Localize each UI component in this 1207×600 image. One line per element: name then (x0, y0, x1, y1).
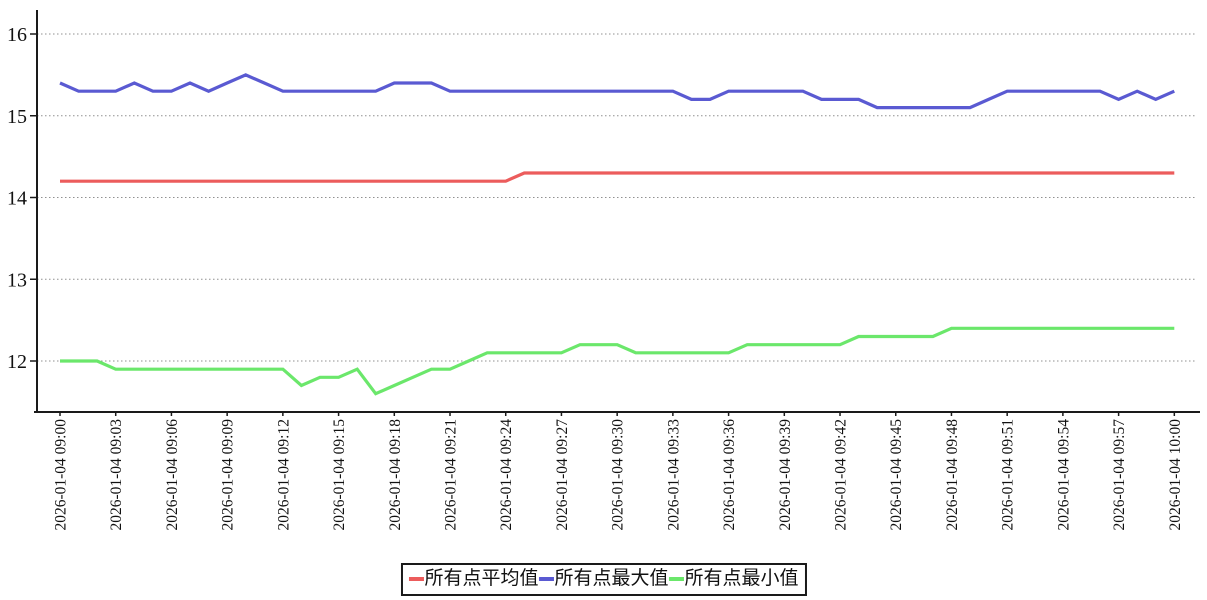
x-tick-label: 2026-01-04 09:36 (721, 419, 738, 531)
y-tick-label: 16 (7, 24, 27, 46)
x-tick-label: 2026-01-04 09:54 (1055, 419, 1072, 531)
x-tick-label: 2026-01-04 09:09 (220, 419, 237, 531)
legend-item-average[interactable]: 所有点平均值 (408, 567, 538, 591)
x-tick-label: 2026-01-04 09:48 (944, 419, 961, 531)
y-tick-label: 13 (7, 269, 27, 291)
x-tick-label: 2026-01-04 09:39 (777, 419, 794, 531)
legend-label-average: 所有点平均值 (424, 568, 539, 589)
y-tick-label: 14 (7, 188, 27, 210)
legend-dash-max-icon (538, 576, 554, 581)
series-line-0 (60, 171, 1175, 183)
x-tick-label: 2026-01-04 09:03 (108, 419, 125, 531)
legend-dash-average-icon (408, 576, 424, 581)
legend-label-min: 所有点最小值 (684, 568, 799, 589)
legend: 所有点平均值 所有点最大值 所有点最小值 (400, 563, 807, 596)
x-tick-label: 2026-01-04 09:00 (53, 419, 70, 531)
x-tick-label: 2026-01-04 09:42 (833, 419, 850, 531)
x-tick-label: 2026-01-04 09:57 (1111, 419, 1128, 531)
series-line-2 (60, 326, 1175, 396)
x-tick-label: 2026-01-04 09:27 (554, 419, 571, 531)
x-tick-label: 2026-01-04 09:33 (665, 419, 682, 531)
x-tick-label: 2026-01-04 09:51 (1000, 419, 1017, 531)
legend-label-max: 所有点最大值 (554, 568, 669, 589)
x-tick-label: 2026-01-04 09:24 (498, 419, 515, 531)
x-tick-label: 2026-01-04 09:21 (443, 419, 460, 531)
series-line-1 (59, 73, 1175, 110)
x-tick-label: 2026-01-04 09:12 (275, 419, 292, 531)
x-tick-label: 2026-01-04 09:06 (164, 419, 181, 531)
x-tick-label: 2026-01-04 09:15 (331, 419, 348, 531)
x-tick-label: 2026-01-04 09:45 (888, 419, 905, 531)
x-tick-label: 2026-01-04 09:30 (610, 419, 627, 531)
legend-item-max[interactable]: 所有点最大值 (538, 567, 669, 591)
y-tick-label: 12 (7, 351, 27, 373)
plot-area: 12 13 14 15 16 2026-01-04 09:00 2026-01-04 09:… (7, 10, 1200, 531)
y-tick-label: 15 (7, 106, 27, 128)
x-tick-label: 2026-01-04 09:18 (387, 419, 404, 531)
legend-item-min[interactable]: 所有点最小值 (668, 567, 799, 591)
legend-dash-min-icon (668, 576, 684, 581)
x-tick-label: 2026-01-04 10:00 (1167, 419, 1184, 531)
